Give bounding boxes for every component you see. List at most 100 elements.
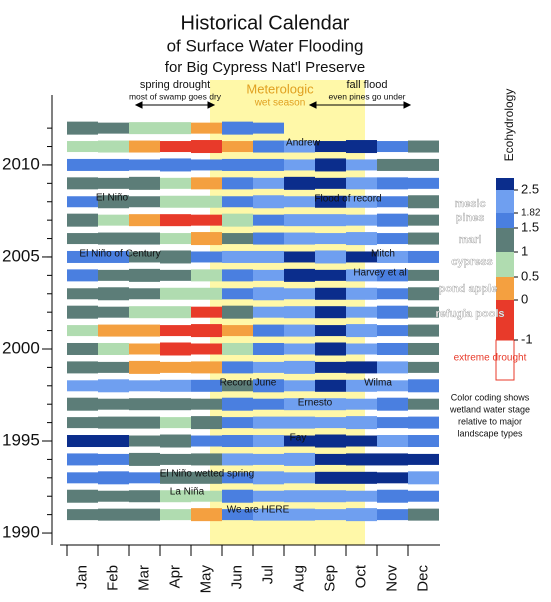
cell xyxy=(191,471,222,484)
cell xyxy=(284,472,315,484)
chart-subtitle: for Big Cypress Nat'l Preserve xyxy=(165,59,365,76)
cell xyxy=(346,490,377,502)
x-tick-label: Feb xyxy=(104,565,121,591)
legend-tick-label: 1 xyxy=(521,243,528,258)
cell xyxy=(315,195,346,208)
cell xyxy=(408,232,439,245)
y-tick-label: 1990 xyxy=(2,523,40,542)
cell xyxy=(129,251,160,263)
cell xyxy=(315,453,346,465)
cell xyxy=(98,306,129,318)
cell xyxy=(346,398,377,410)
cell xyxy=(191,379,222,392)
cell xyxy=(222,213,253,227)
cell xyxy=(98,287,129,301)
cell xyxy=(284,176,315,190)
cell xyxy=(315,269,346,281)
legend-swatch xyxy=(495,339,515,381)
cell xyxy=(408,158,439,171)
x-tick-label: May xyxy=(197,565,214,594)
annotation: Wilma xyxy=(364,378,392,389)
cell xyxy=(191,159,222,171)
cell xyxy=(67,417,98,429)
cell xyxy=(315,398,346,411)
annotation: Harvey et al xyxy=(353,268,406,279)
cell xyxy=(222,417,253,429)
cell xyxy=(98,177,129,189)
cell xyxy=(98,435,129,448)
cell xyxy=(315,361,346,373)
annotation: Andrew xyxy=(286,138,321,149)
cell xyxy=(160,287,191,300)
x-tick-label: Jun xyxy=(228,565,245,589)
chart-subtitle: of Surface Water Flooding xyxy=(167,36,364,55)
legend-tick-label: -1 xyxy=(521,331,533,346)
cell xyxy=(315,434,346,448)
cell xyxy=(160,214,191,227)
cell xyxy=(67,121,98,135)
cell xyxy=(67,342,98,355)
cell xyxy=(98,122,129,134)
legend-label: pines xyxy=(456,212,485,224)
x-tick-label: Apr xyxy=(166,565,183,588)
cell xyxy=(377,141,408,153)
cell xyxy=(284,268,315,282)
x-tick-label: Aug xyxy=(290,565,307,592)
cell xyxy=(377,158,408,171)
cell xyxy=(377,397,408,411)
cell xyxy=(129,416,160,429)
cell xyxy=(284,140,315,153)
y-tick-label: 1995 xyxy=(2,430,40,449)
cell xyxy=(67,435,98,448)
cell xyxy=(222,342,253,355)
cell xyxy=(67,472,98,484)
cell xyxy=(377,213,408,227)
annotation: El Niño of Century xyxy=(79,249,160,260)
cell xyxy=(284,380,315,392)
cell xyxy=(191,306,222,318)
cell xyxy=(284,416,315,429)
cell xyxy=(284,288,315,300)
legend-swatch xyxy=(496,178,514,190)
legend-swatch xyxy=(496,228,514,252)
season-label: Meterologic xyxy=(246,81,314,96)
cell xyxy=(129,508,160,521)
cell xyxy=(98,416,129,429)
cell xyxy=(346,471,377,484)
cell xyxy=(191,177,222,190)
cell xyxy=(346,508,377,522)
cell xyxy=(377,509,408,521)
cell xyxy=(284,398,315,411)
cell xyxy=(315,250,346,264)
cell xyxy=(98,471,129,485)
cell xyxy=(222,121,253,135)
cell xyxy=(253,398,284,410)
cell xyxy=(98,214,129,226)
cell xyxy=(315,177,346,189)
cell xyxy=(284,159,315,171)
cell xyxy=(191,287,222,300)
cell xyxy=(67,489,98,503)
cell xyxy=(284,490,315,503)
annotation: Ernesto xyxy=(298,398,333,409)
cell xyxy=(160,471,191,484)
cell xyxy=(160,342,191,356)
cell xyxy=(408,490,439,502)
cell xyxy=(222,361,253,374)
cell xyxy=(129,159,160,171)
legend-label: cypress xyxy=(451,256,493,268)
x-tick-label: Jan xyxy=(73,565,90,589)
cell xyxy=(377,288,408,300)
cell xyxy=(129,268,160,282)
cell xyxy=(346,453,377,466)
cell xyxy=(377,250,408,263)
cell xyxy=(377,361,408,374)
cell xyxy=(346,324,377,338)
cell xyxy=(408,342,439,355)
cell xyxy=(408,416,439,429)
cell xyxy=(377,417,408,429)
annotation: Mitch xyxy=(371,249,395,260)
cell xyxy=(191,214,222,226)
cell xyxy=(67,233,98,245)
cell xyxy=(253,158,284,171)
